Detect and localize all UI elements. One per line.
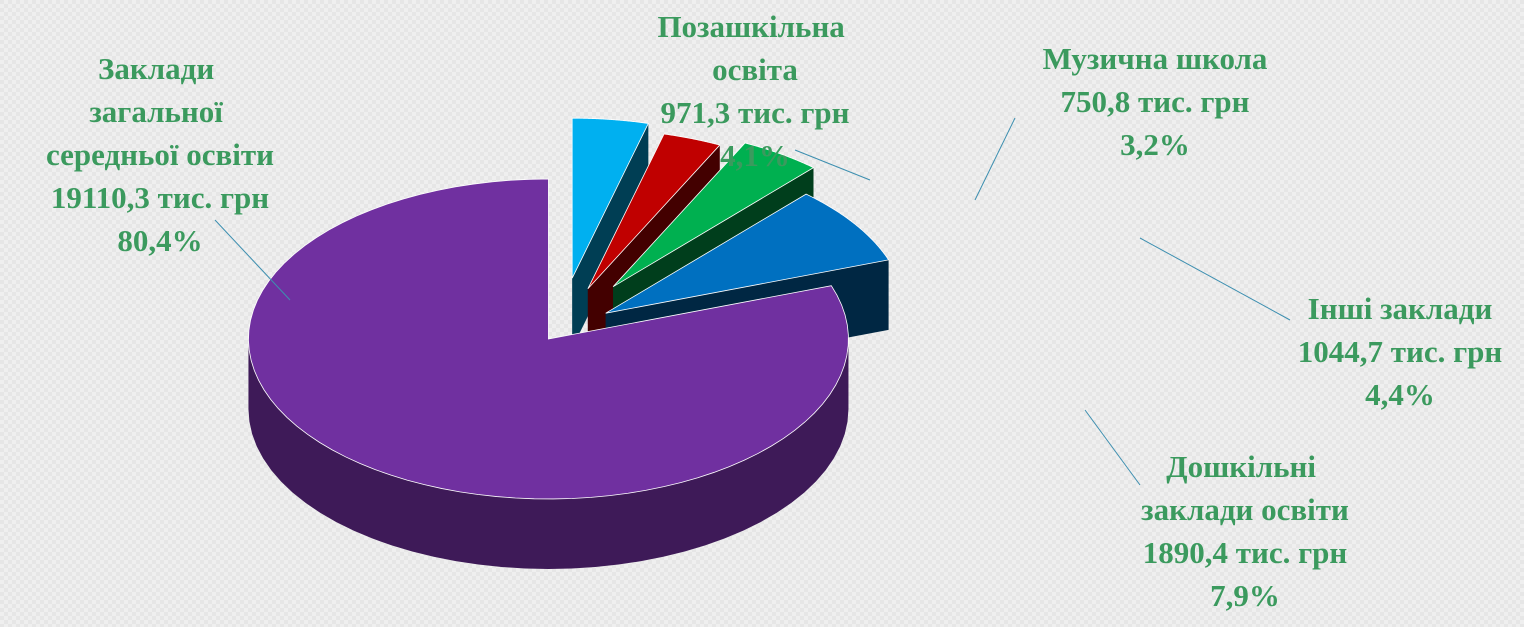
pie: [248, 117, 890, 569]
leader-line: [1139, 237, 1291, 321]
labels: Позашкільна освіта 971,3 тис. грн 4,1% Музи…: [46, 9, 1502, 613]
value-label: 971,3 тис. грн: [660, 95, 849, 130]
slice-wall: [248, 338, 849, 569]
category-label: Заклади загальної середньої освіти: [46, 51, 274, 172]
value-label: 750,8 тис. грн: [1060, 84, 1249, 119]
value-label: 19110,3 тис. грн: [51, 180, 269, 215]
leader-line: [794, 149, 871, 181]
slice-top: [587, 133, 721, 290]
slice-top: [248, 178, 849, 500]
category-label: Інші заклади: [1308, 291, 1493, 326]
percent-label: 7,9%: [1210, 578, 1280, 613]
percent-label: 4,1%: [720, 138, 790, 173]
percent-label: 3,2%: [1120, 127, 1190, 162]
slice-top: [571, 117, 649, 279]
leader-line: [1084, 409, 1141, 486]
percent-label: 4,4%: [1365, 377, 1435, 412]
percent-label: 80,4%: [117, 223, 202, 258]
slice: [248, 178, 849, 569]
slice-top: [605, 193, 890, 314]
value-label: 1044,7 тис. грн: [1298, 334, 1503, 369]
slice-top: [612, 142, 815, 288]
category-label: Позашкільна освіта: [657, 9, 852, 87]
leader-line: [214, 219, 291, 301]
category-label: Музична школа: [1043, 41, 1268, 76]
leader-line: [974, 117, 1016, 201]
value-label: 1890,4 тис. грн: [1143, 535, 1348, 570]
category-label: Дошкільні заклади освіти: [1141, 449, 1349, 527]
